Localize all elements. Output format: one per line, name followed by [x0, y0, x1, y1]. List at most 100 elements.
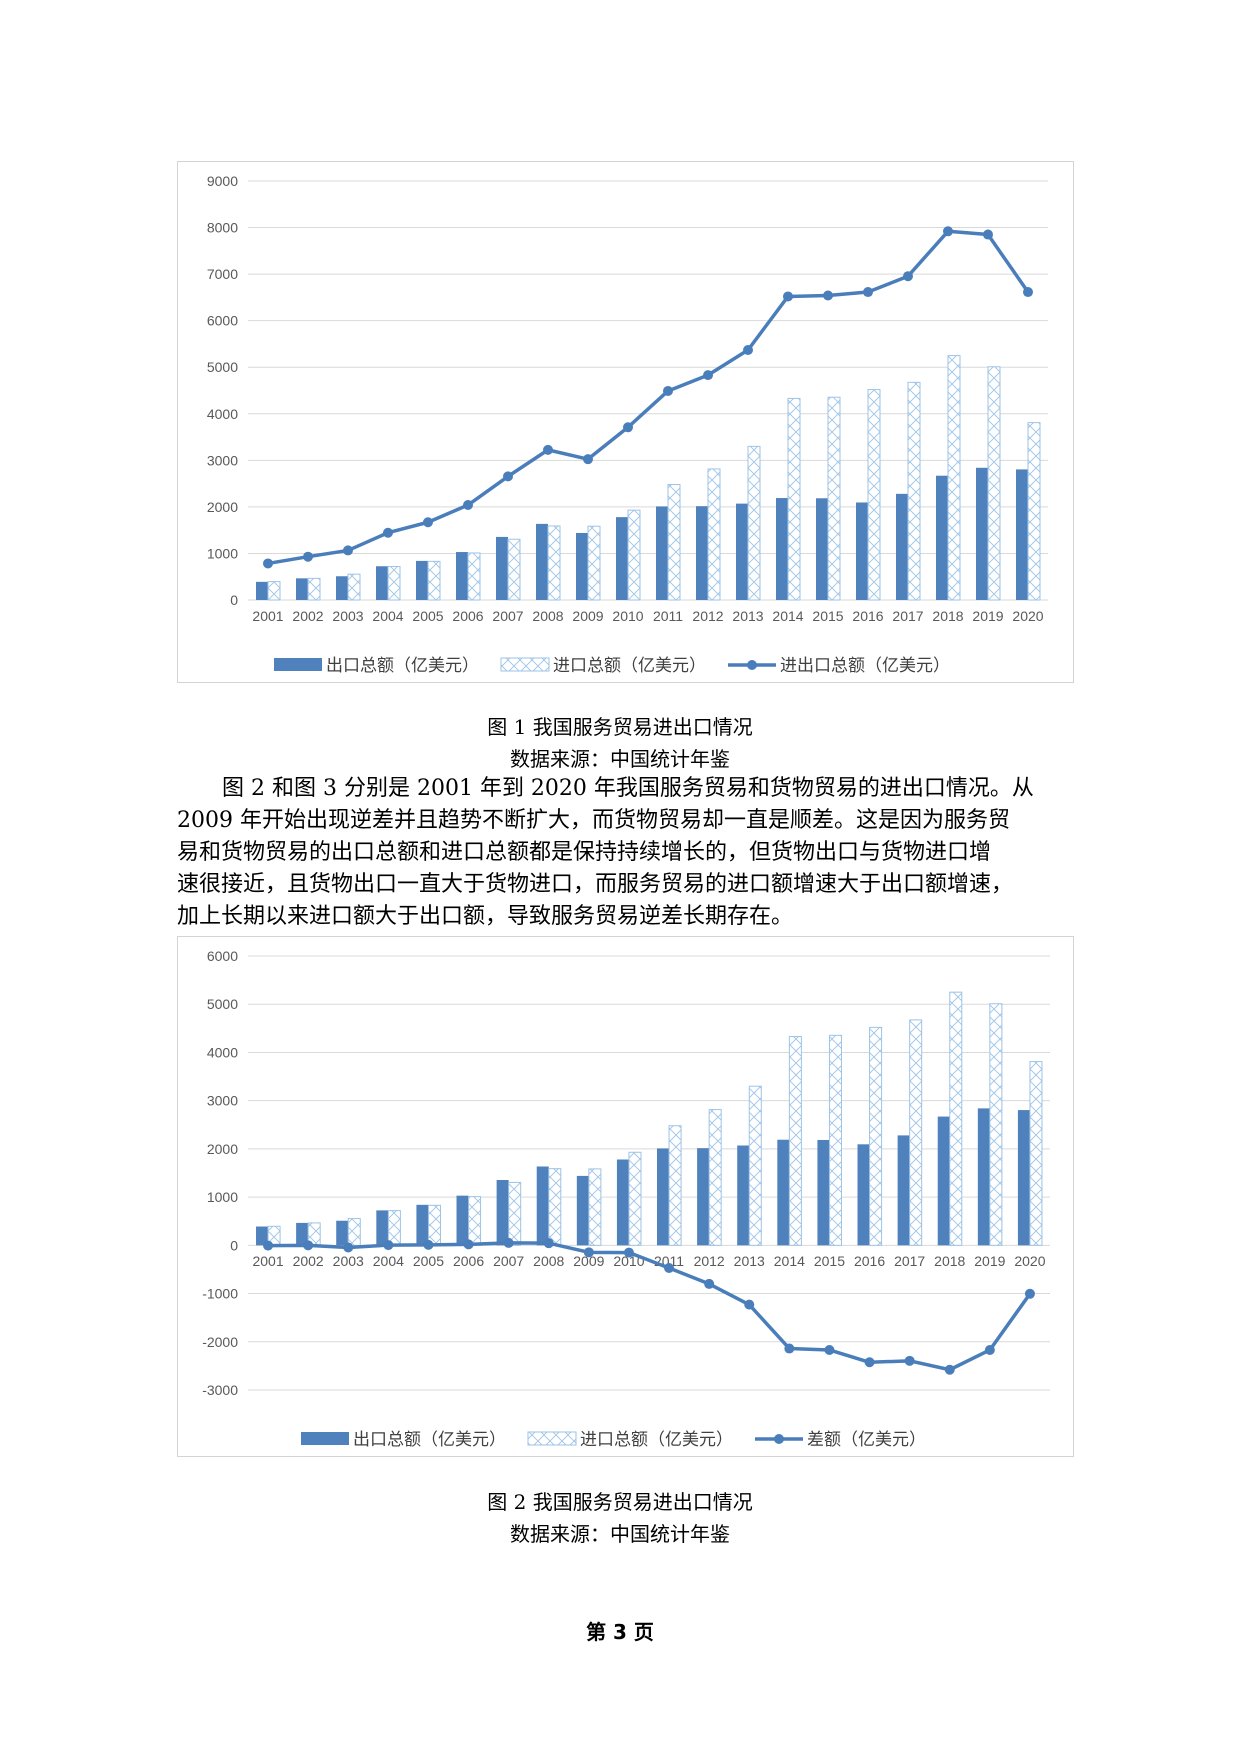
fig2-ytick-label: 4000	[207, 1044, 238, 1060]
fig2-bar-export	[777, 1139, 790, 1246]
fig2-bar-import	[788, 1036, 802, 1246]
fig1-bar-import	[587, 525, 601, 601]
fig2-bar-import	[468, 1196, 482, 1246]
fig1-bar-export	[376, 566, 388, 600]
fig1-line-point	[863, 287, 873, 298]
paragraph-line: 易和货物贸易的出口总额和进口总额都是保持持续增长的，但货物出口与货物进口增	[177, 840, 992, 865]
paragraph-line: 图 2 和图 3 分别是 2001 年到 2020 年我国服务贸易和货物贸易的进…	[222, 776, 1034, 801]
fig2-line-point	[463, 1239, 474, 1250]
fig1-bar-import	[387, 565, 401, 601]
fig1-bar-export	[416, 560, 428, 600]
fig1-bar-import	[267, 581, 281, 601]
fig2-bar-export	[416, 1204, 429, 1246]
fig2-line-point	[503, 1237, 514, 1248]
fig2-xtick-label: 2013	[734, 1253, 765, 1269]
fig1-ytick-label: 9000	[207, 173, 238, 189]
fig2-ytick-label: 1000	[207, 1189, 238, 1205]
fig1-line-point	[543, 444, 553, 455]
fig2-legend-swatch-export	[301, 1432, 349, 1445]
fig1-xtick-label: 2014	[772, 608, 803, 624]
fig1-bar-import	[547, 525, 561, 601]
fig2-bar-export	[336, 1220, 349, 1246]
fig1-line-point	[983, 229, 993, 240]
paragraph-line: 速很接近，且货物出口一直大于货物进口，而服务贸易的进口额增速大于出口额增速，	[177, 872, 1014, 897]
fig2-xtick-label: 2002	[293, 1253, 324, 1269]
fig1-line-point	[263, 558, 273, 569]
fig2-xtick-label: 2016	[854, 1253, 885, 1269]
fig2-bar-import	[708, 1109, 722, 1246]
fig2-bar-export	[897, 1135, 910, 1246]
fig2-ytick-label: -3000	[202, 1382, 238, 1398]
fig1-bar-export	[816, 498, 828, 600]
fig1-ytick-label: 6000	[207, 313, 238, 329]
fig2-svg: -3000 -2000 -1000 0 1000 2000 3000 4000 5000 6000…	[202, 948, 1050, 1450]
chart-figure2: -3000 -2000 -1000 0 1000 2000 3000 4000 5000 6000…	[177, 936, 1074, 1457]
fig1-bar-import	[347, 573, 361, 601]
fig1-bar-export	[256, 581, 268, 600]
fig2-xtick-label: 2003	[333, 1253, 364, 1269]
fig2-legend-label: 差额（亿美元）	[807, 1430, 926, 1450]
fig1-xtick-label: 2015	[812, 608, 843, 624]
fig2-legend-swatch-import	[527, 1431, 577, 1446]
fig1-line-point	[943, 226, 953, 237]
fig1-bar-export	[896, 493, 908, 600]
fig1-line-point	[1023, 287, 1033, 298]
page-number: 第 3 页	[586, 1620, 654, 1644]
fig1-line-point	[903, 271, 913, 282]
fig1-bar-import	[947, 355, 961, 601]
fig1-bar-import	[467, 552, 481, 601]
fig2-ytick-label: 5000	[207, 996, 238, 1012]
chart-figure1: 0 1000 2000 3000 4000 5000 6000 7000 8000 9000 200…	[177, 161, 1074, 683]
fig1-line-point	[663, 385, 673, 396]
fig1-xtick-label: 2020	[1012, 608, 1043, 624]
fig1-xtick-label: 2010	[612, 608, 643, 624]
fig1-bar-export	[296, 578, 308, 600]
fig1-xtick-label: 2012	[692, 608, 723, 624]
fig2-line-point	[944, 1364, 955, 1375]
fig1-bar-export	[736, 503, 748, 600]
fig2-xtick-label: 2017	[894, 1253, 925, 1269]
fig2-bar-export	[937, 1116, 950, 1246]
fig1-bar-export	[776, 498, 788, 600]
fig1-ytick-label: 7000	[207, 266, 238, 282]
fig2-ytick-label: 3000	[207, 1093, 238, 1109]
fig1-bar-export	[656, 506, 668, 600]
fig2-bar-export	[857, 1144, 870, 1246]
fig2-line-point	[583, 1247, 594, 1258]
fig1-ytick-label: 5000	[207, 359, 238, 375]
fig2-bar-import	[949, 991, 963, 1246]
fig2-bar-import	[989, 1003, 1003, 1246]
fig1-bar-import	[867, 389, 881, 601]
fig1-svg: 0 1000 2000 3000 4000 5000 6000 7000 8000 9000 200…	[207, 173, 1048, 676]
fig2-line-point	[383, 1240, 394, 1251]
fig1-bar-export	[856, 502, 868, 600]
fig1-bar-export	[1016, 469, 1028, 600]
fig1-xtick-label: 2003	[332, 608, 363, 624]
fig1-xtick-label: 2004	[372, 608, 403, 624]
fig1-xtick-label: 2006	[452, 608, 483, 624]
fig1-line-point	[823, 290, 833, 301]
fig2-bar-import	[588, 1168, 602, 1246]
fig2-bar-import	[347, 1218, 361, 1246]
fig2-line-point	[704, 1278, 715, 1289]
fig2-bar-import	[427, 1204, 441, 1246]
fig1-line-point	[783, 291, 793, 302]
fig1-line-point	[383, 527, 393, 538]
fig2-legend-marker	[774, 1434, 784, 1444]
fig1-bar-export	[496, 536, 508, 600]
fig2-bar-import	[1029, 1061, 1043, 1246]
fig1-ytick-label: 2000	[207, 499, 238, 515]
fig2-xtick-label: 2014	[774, 1253, 805, 1269]
figure2-caption: 图 2 我国服务贸易进出口情况	[487, 1490, 753, 1514]
fig1-xtick-label: 2017	[892, 608, 923, 624]
fig1-bar-import	[627, 509, 641, 601]
fig1-bar-import	[667, 484, 681, 601]
fig1-xtick-label: 2005	[412, 608, 443, 624]
fig2-bar-import	[828, 1034, 842, 1246]
fig1-legend-swatch-import	[500, 657, 550, 672]
fig1-bar-import	[427, 560, 441, 601]
fig1-bar-export	[576, 532, 588, 600]
fig1-legend-item: 出口总额（亿美元）	[274, 656, 479, 676]
fig2-line-point	[824, 1344, 835, 1355]
fig1-ytick-label: 3000	[207, 452, 238, 468]
